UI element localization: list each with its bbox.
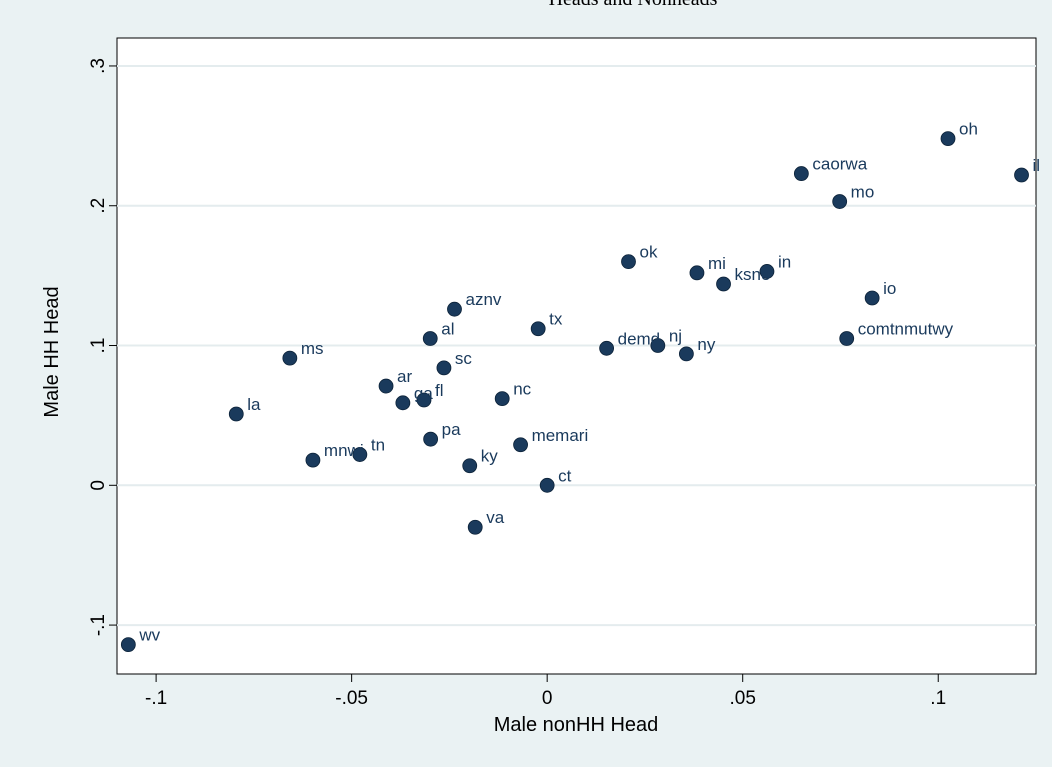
y-tick-label: 0: [88, 480, 109, 491]
data-label-memari: memari: [532, 426, 589, 445]
x-tick-label: -.05: [335, 688, 368, 709]
y-tick-label: .1: [88, 338, 109, 354]
data-point-fl: [416, 392, 432, 408]
data-label-mo: mo: [851, 183, 875, 202]
data-point-memari: [513, 437, 528, 453]
data-label-fl: fl: [435, 381, 444, 400]
data-label-caorwa: caorwa: [812, 155, 867, 174]
data-point-ny: [678, 346, 694, 362]
x-tick-label: .05: [729, 688, 755, 709]
x-axis-title: Male nonHH Head: [494, 714, 659, 736]
data-label-il: il: [1033, 156, 1041, 175]
y-tick-label: .2: [88, 198, 109, 214]
data-label-ar: ar: [397, 367, 412, 386]
data-label-nc: nc: [513, 380, 531, 399]
x-tick-label: .1: [930, 688, 946, 709]
plot-area: [116, 37, 1037, 675]
data-label-demd: demd: [618, 329, 661, 348]
data-points: [120, 131, 1029, 653]
data-point-al: [422, 331, 438, 346]
data-label-mi: mi: [708, 254, 726, 273]
chart-title: Heads and Nonheads: [549, 0, 718, 10]
data-point-ga: [395, 395, 411, 411]
data-point-mnwi: [305, 452, 321, 468]
data-label-ga: ga: [414, 384, 433, 403]
data-point-mo: [832, 194, 848, 209]
data-point-caorwa: [793, 166, 809, 181]
data-label-ny: ny: [697, 335, 715, 354]
data-label-ms: ms: [301, 339, 324, 358]
data-label-nj: nj: [669, 327, 682, 346]
data-label-aznv: aznv: [465, 290, 501, 309]
x-tick-label: 0: [542, 688, 553, 709]
data-point-nj: [650, 338, 666, 353]
data-label-tn: tn: [371, 436, 385, 455]
data-label-ok: ok: [640, 243, 658, 262]
data-point-oh: [940, 131, 956, 147]
data-point-ksne: [716, 276, 731, 292]
data-label-ct: ct: [558, 466, 572, 485]
data-point-ok: [621, 254, 636, 270]
y-tick-label: .3: [88, 58, 109, 74]
data-point-ky: [462, 458, 478, 474]
data-point-nc: [494, 391, 510, 407]
data-point-demd: [599, 340, 615, 356]
data-label-comtnmutwy: comtnmutwy: [858, 320, 954, 339]
data-point-sc: [436, 360, 452, 376]
gridlines: [117, 64, 1036, 627]
data-point-tx: [530, 321, 546, 337]
data-point-in: [759, 264, 775, 279]
data-point-ms: [282, 350, 298, 366]
data-point-ar: [378, 378, 394, 394]
data-label-in: in: [778, 252, 791, 271]
data-point-il: [1014, 167, 1029, 183]
data-label-pa: pa: [442, 420, 461, 439]
data-label-oh: oh: [959, 120, 978, 139]
data-label-la: la: [247, 395, 261, 414]
data-point-va: [467, 519, 483, 535]
data-label-tx: tx: [549, 310, 563, 329]
x-tick-label: -.1: [145, 688, 167, 709]
data-label-va: va: [486, 508, 505, 527]
data-point-aznv: [447, 301, 462, 317]
y-tick-label: -.1: [88, 614, 109, 636]
data-point-wv: [120, 637, 136, 653]
data-label-io: io: [883, 279, 896, 298]
data-point-ct: [539, 477, 555, 493]
data-label-ky: ky: [481, 447, 499, 466]
data-point-io: [864, 290, 880, 306]
data-label-al: al: [441, 320, 454, 339]
y-axis-title: Male HH Head: [41, 286, 63, 417]
data-point-mi: [689, 265, 705, 281]
data-point-la: [228, 406, 244, 422]
data-label-mnwi: mnwi: [324, 441, 364, 460]
data-point-pa: [423, 431, 439, 447]
data-point-comtnmutwy: [839, 331, 855, 346]
data-label-sc: sc: [455, 349, 473, 368]
axes: -.1 0 .1 .2 .3 -.1 -.05 0 .05 .1: [88, 58, 946, 709]
data-label-ksne: ksne: [735, 265, 771, 284]
data-label-wv: wv: [138, 626, 160, 645]
data-point-tn: [352, 447, 368, 462]
